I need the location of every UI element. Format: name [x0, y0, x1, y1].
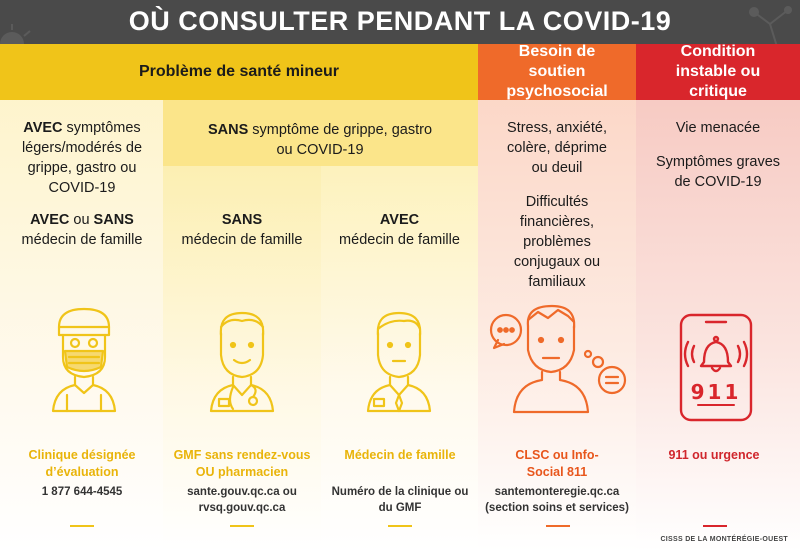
col1-medecin: AVEC ou SANS médecin de famille	[8, 210, 156, 250]
worried-person-speech-icon	[489, 304, 627, 414]
col4-emotions: Stress, anxiété, colère, déprime ou deui…	[507, 120, 607, 176]
col2-destination-label: GMF sans rendez-vous OU pharmacien	[173, 448, 311, 479]
col1-sans2-label: SANS	[93, 212, 134, 228]
col3-avec-label: AVEC	[379, 212, 420, 228]
col4-website: santemonteregie.qc.ca (section soins et …	[485, 486, 629, 514]
column-critical-bg	[636, 44, 800, 551]
col1-ou-text: ou	[69, 212, 94, 228]
header-psycho: Besoin de soutien psychosocial	[478, 43, 636, 100]
col1-dash	[70, 525, 94, 527]
phone-911-number: 911	[690, 380, 742, 404]
col1-avec-label: AVEC	[23, 120, 63, 136]
phone-911-bell-icon	[679, 313, 753, 422]
sans-grippe-rest: symptôme de grippe, gastro ou COVID-19	[248, 122, 433, 158]
col5-severe-symptoms: Symptômes graves de COVID-19	[655, 154, 781, 190]
col3-medecin: AVEC médecin de famille	[321, 210, 478, 250]
family-doctor-icon	[366, 311, 432, 413]
col4-destination-label: CLSC ou Info-Social 811	[515, 448, 599, 479]
col1-medecin-text: médecin de famille	[21, 232, 143, 248]
col2-medecin: SANS médecin de famille	[163, 210, 321, 250]
page-title: OÙ CONSULTER PENDANT LA COVID-19	[128, 6, 672, 36]
col3-contact: Numéro de la clinique ou du GMF	[331, 486, 469, 514]
col5-life-threat: Vie menacée	[675, 120, 761, 136]
col5-destination-label: 911 ou urgence	[668, 448, 760, 462]
col3-destination-label: Médecin de famille	[344, 448, 456, 462]
col1-destination-label: Clinique désignée d’évaluation	[28, 448, 136, 479]
col2-medecin-text: médecin de famille	[181, 232, 303, 248]
col1-symptoms: AVEC symptômes légers/modérés de grippe,…	[8, 118, 156, 198]
col2-dash	[230, 525, 254, 527]
col3-dash	[388, 525, 412, 527]
header-minor: Problème de santé mineur	[0, 44, 478, 100]
header-critical: Condition instable ou critique	[636, 43, 800, 100]
col2-sans-label: SANS	[221, 212, 263, 228]
doctor-stethoscope-icon	[209, 311, 275, 413]
footer-credit: CISSS DE LA MONTÉRÉGIE-OUEST	[660, 536, 788, 543]
sans-grippe-text: SANS symptôme de grippe, gastro ou COVID…	[200, 120, 440, 160]
column-psycho-bg	[478, 44, 636, 551]
col1-symptoms-text: symptômes légers/modérés de grippe, gast…	[21, 120, 143, 196]
column-avec-medecin-bg	[321, 166, 478, 551]
sans-grippe-band	[163, 100, 478, 166]
col4-difficulties: Difficultés financières, problèmes conju…	[513, 194, 601, 290]
col2-websites: sante.gouv.qc.ca ou rvsq.gouv.qc.ca	[187, 486, 297, 514]
col4-dash	[546, 525, 570, 527]
col1-avec2-label: AVEC	[30, 212, 70, 228]
col3-medecin-text: médecin de famille	[339, 232, 460, 248]
col1-phone-number: 1 877 644-4545	[41, 486, 123, 498]
col5-dash	[703, 525, 727, 527]
title-bar	[0, 0, 800, 44]
column-sans-medecin-bg	[163, 166, 321, 551]
sans-grippe-prefix: SANS	[207, 122, 249, 138]
masked-health-worker-icon	[51, 307, 117, 413]
